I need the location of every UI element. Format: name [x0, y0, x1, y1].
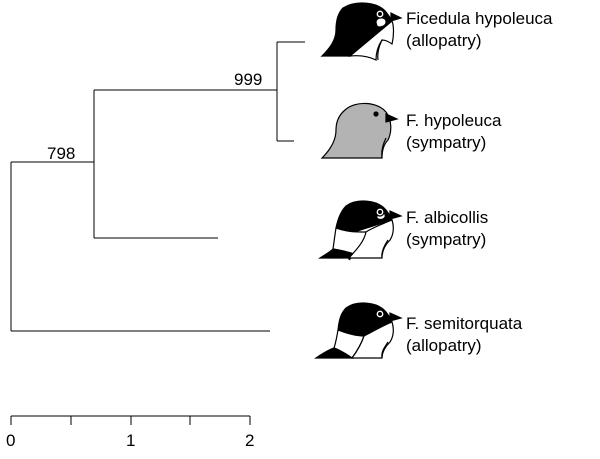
taxon-label: F. hypoleuca (sympatry): [406, 110, 501, 154]
taxon-name: F. hypoleuca: [406, 111, 502, 130]
taxon-label: F. semitorquata (allopatry): [406, 313, 522, 357]
scale-tick-label: 0: [6, 431, 16, 450]
taxon-population: (sympatry): [406, 133, 487, 152]
taxon-population: (sympatry): [406, 230, 487, 249]
taxon-name: F. albicollis: [406, 208, 489, 227]
taxon-name: Ficedula hypoleuca: [406, 9, 553, 28]
black-male-flycatcher-head-icon: [320, 2, 403, 61]
bootstrap-value: 798: [47, 144, 76, 163]
taxon-population: (allopatry): [406, 336, 482, 355]
taxon-label: F. albicollis (sympatry): [406, 207, 488, 251]
scale-tick-label: 2: [245, 431, 255, 450]
taxon-population: (allopatry): [406, 31, 482, 50]
collared-flycatcher-head-icon: [318, 200, 403, 261]
semi-collared-flycatcher-head-icon: [314, 302, 403, 359]
taxon-name: F. semitorquata: [406, 314, 523, 333]
bootstrap-value: 999: [234, 70, 263, 89]
taxon-label: Ficedula hypoleuca (allopatry): [406, 8, 552, 52]
grey-female-like-flycatcher-head-icon: [320, 102, 399, 159]
scale-tick-label: 1: [126, 431, 136, 450]
